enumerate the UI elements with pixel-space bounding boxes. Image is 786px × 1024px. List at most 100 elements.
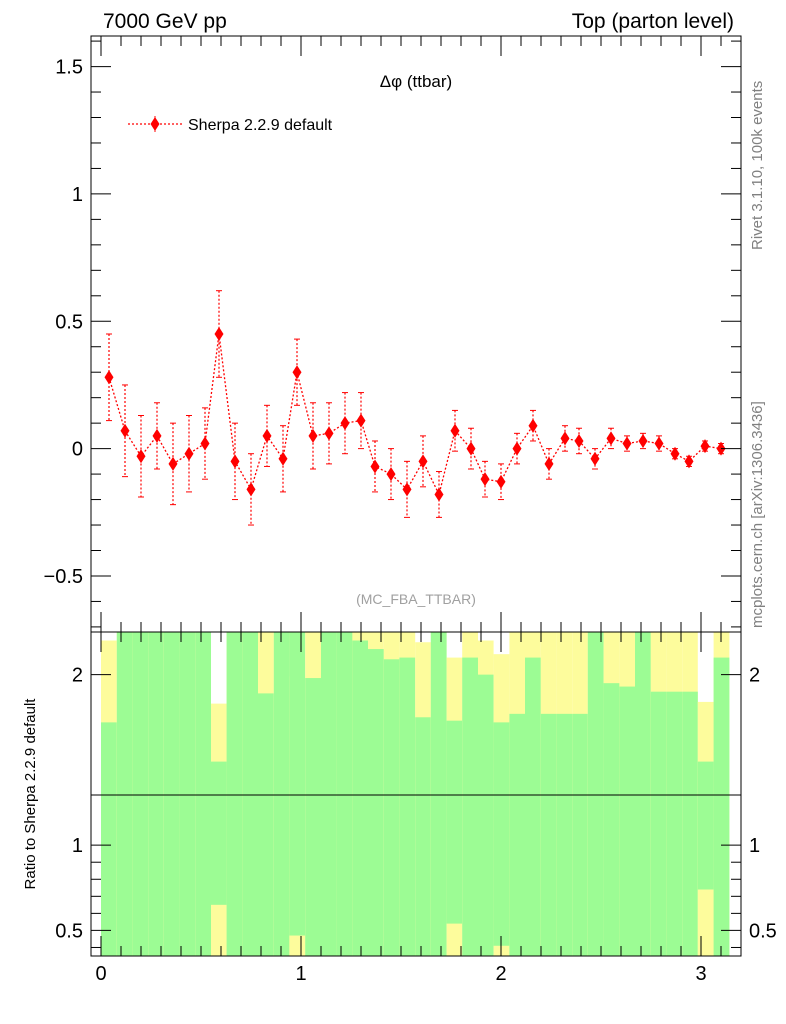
data-point — [466, 441, 476, 456]
ratio-inner-band — [368, 649, 384, 956]
ratio-inner-band — [163, 632, 180, 956]
ratio-inner-band — [666, 691, 683, 956]
ratio-inner-band — [603, 683, 620, 956]
ratio-y-tick-label-right: 0.5 — [749, 920, 777, 942]
y-tick-label: −0.5 — [44, 566, 83, 588]
x-tick-label: 3 — [695, 963, 706, 985]
data-point — [104, 370, 114, 385]
energy-label: 7000 GeV pp — [103, 10, 227, 33]
ratio-inner-band — [195, 632, 211, 956]
ratio-inner-band — [446, 720, 463, 924]
ratio-inner-band — [273, 632, 290, 956]
data-point — [278, 451, 288, 466]
data-point — [544, 456, 554, 471]
legend: Sherpa 2.2.9 default — [128, 116, 333, 134]
data-point — [606, 431, 616, 446]
data-point — [684, 454, 694, 469]
data-point — [638, 433, 648, 448]
chart-title: Δφ (ttbar) — [380, 72, 452, 91]
ratio-y-tick-label-right: 1 — [749, 835, 760, 857]
data-point — [560, 431, 570, 446]
data-point — [324, 426, 334, 441]
ratio-inner-band — [399, 657, 416, 956]
ratio-inner-band — [556, 713, 573, 956]
data-point — [402, 482, 412, 497]
ratio-inner-band — [352, 640, 368, 956]
ratio-inner-band — [430, 632, 447, 956]
ratio-inner-band — [148, 632, 164, 956]
data-point — [480, 472, 490, 487]
ratio-inner-band — [525, 657, 541, 956]
ratio-inner-band — [462, 657, 478, 956]
y-tick-label: 1 — [72, 184, 83, 206]
ratio-inner-band — [383, 659, 400, 956]
data-point — [512, 441, 522, 456]
process-label: Top (parton level) — [572, 10, 734, 33]
data-point — [496, 474, 506, 489]
ratio-inner-band — [478, 674, 494, 956]
analysis-label: (MC_FBA_TTBAR) — [356, 591, 476, 607]
ratio-ylabel: Ratio to Sherpa 2.2.9 default — [22, 698, 39, 890]
ratio-y-tick-label: 2 — [72, 665, 83, 687]
y-tick-label: 0 — [72, 439, 83, 461]
rivet-version-label: Rivet 3.1.10, 100k events — [749, 81, 766, 250]
main-plot-marks — [104, 290, 726, 526]
ratio-y-tick-label: 0.5 — [55, 920, 83, 942]
data-point — [370, 459, 380, 474]
ratio-plot-panel: 0 1 2 3 0.5 0.5 1 1 2 2 Ratio to Sherpa 2.2.9 def… — [22, 631, 777, 985]
data-point — [434, 487, 444, 502]
data-point — [120, 423, 130, 438]
ratio-inner-band — [211, 761, 227, 905]
data-point — [200, 436, 210, 451]
ratio-inner-band — [650, 691, 667, 956]
ratio-y-tick-label-right: 2 — [749, 665, 760, 687]
data-point — [340, 416, 350, 431]
data-point — [168, 456, 178, 471]
data-point — [308, 428, 318, 443]
data-point — [574, 433, 584, 448]
ratio-inner-band — [116, 632, 133, 956]
ratio-inner-band — [258, 693, 274, 956]
ratio-inner-band — [493, 722, 510, 946]
data-point — [230, 454, 240, 469]
y-tick-label: 0.5 — [55, 311, 83, 333]
legend-entry-label: Sherpa 2.2.9 default — [188, 117, 333, 134]
x-tick-label: 0 — [95, 963, 106, 985]
ratio-inner-band — [635, 632, 651, 956]
data-point — [590, 451, 600, 466]
ratio-inner-band — [289, 632, 306, 936]
ratio-inner-band — [132, 632, 149, 956]
y-tick-label: 1.5 — [55, 57, 83, 79]
main-plot-panel: −0.5 0 0.5 1 1.5 Δφ (ttbar) (MC_FBA_TTBAR) S… — [44, 35, 742, 633]
legend-marker — [150, 117, 160, 131]
data-point — [654, 436, 664, 451]
ratio-inner-band — [587, 632, 604, 956]
data-point — [450, 423, 460, 438]
data-point — [528, 418, 538, 433]
ratio-inner-band — [682, 691, 698, 956]
ratio-inner-band — [572, 713, 588, 956]
ratio-inner-band — [226, 632, 243, 956]
source-label: mcplots.cern.ch [arXiv:1306.3436] — [749, 401, 766, 628]
data-point — [184, 446, 194, 461]
ratio-inner-band — [101, 722, 117, 956]
data-point — [356, 413, 366, 428]
ratio-inner-band — [540, 713, 557, 956]
data-point — [262, 428, 272, 443]
data-point — [418, 454, 428, 469]
ratio-inner-band — [179, 632, 196, 956]
data-point — [214, 327, 224, 341]
ratio-inner-band — [321, 632, 337, 956]
data-point — [246, 482, 256, 497]
data-point — [152, 428, 162, 443]
data-point — [292, 365, 302, 380]
x-tick-label: 1 — [295, 963, 306, 985]
ratio-inner-band — [336, 632, 353, 956]
ratio-inner-band — [305, 678, 321, 956]
data-point — [670, 446, 680, 461]
ratio-inner-band — [619, 686, 635, 956]
data-point — [136, 449, 146, 464]
ratio-y-tick-label: 1 — [72, 835, 83, 857]
ratio-inner-band — [242, 632, 258, 956]
